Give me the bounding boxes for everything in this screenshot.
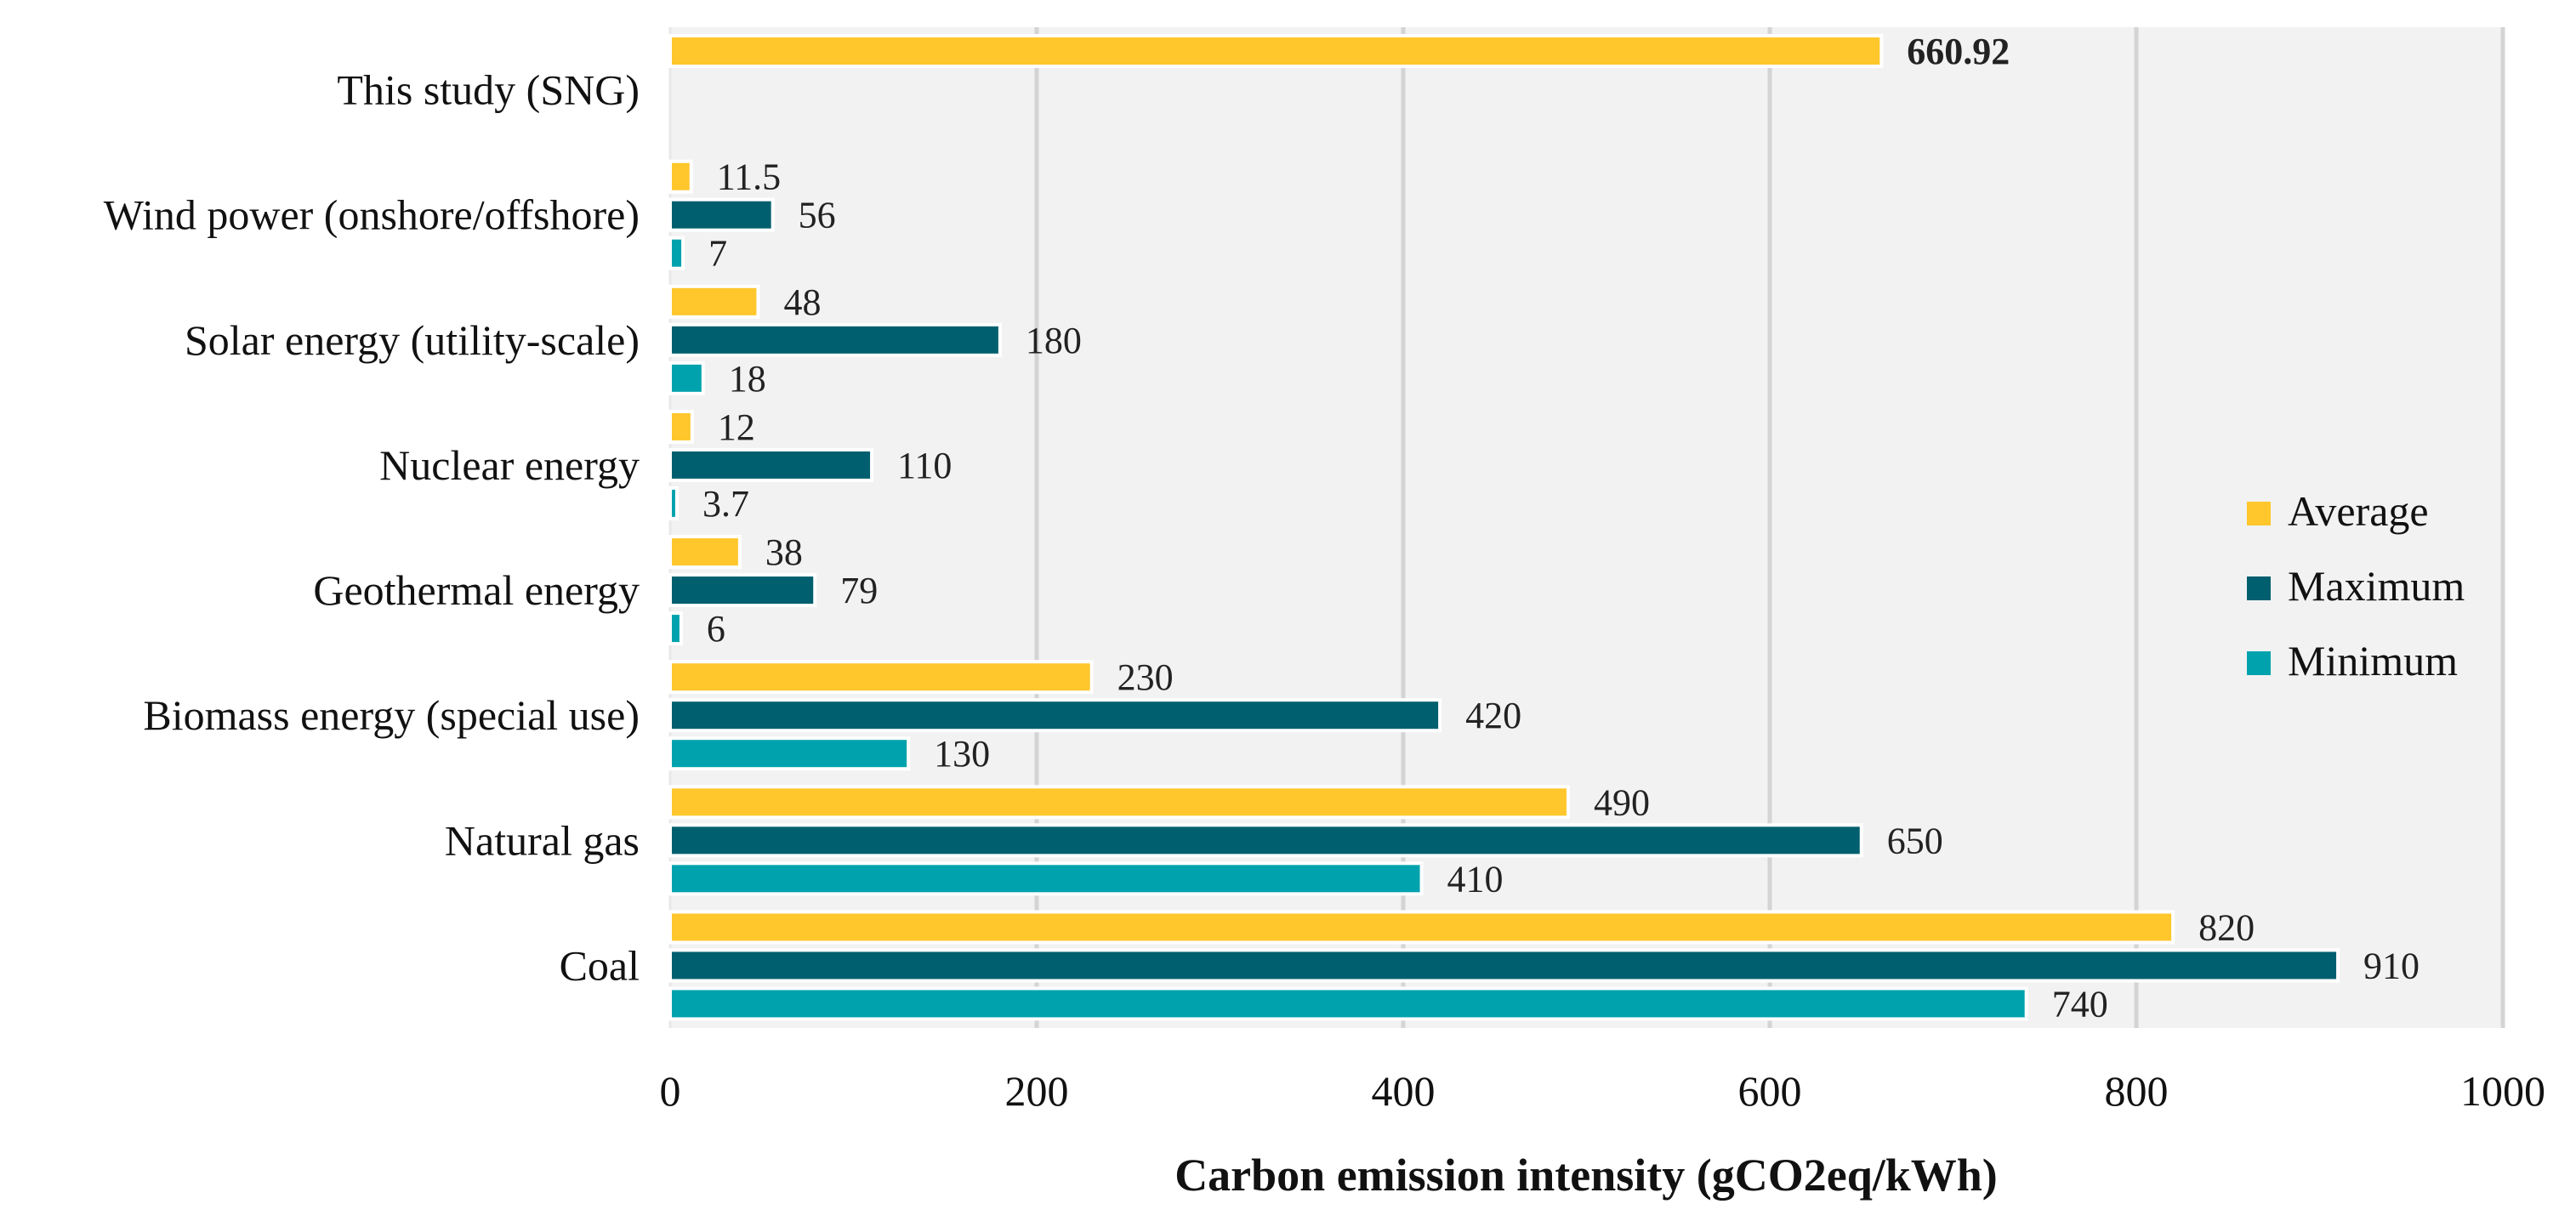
data-label-average: 660.92: [1907, 31, 2010, 72]
data-label-minimum: 18: [729, 358, 766, 400]
bar-maximum: [668, 823, 1863, 858]
bar-maximum: [668, 698, 1442, 733]
bar-average: [668, 159, 693, 194]
bar-minimum: [668, 611, 683, 646]
legend-swatch-average: [2247, 502, 2271, 525]
data-label-minimum: 130: [934, 733, 990, 775]
bar-average: [668, 785, 1570, 820]
bar-minimum: [668, 486, 679, 520]
data-label-maximum: 180: [1026, 320, 1082, 361]
data-label-average: 230: [1117, 656, 1174, 698]
data-label-minimum: 7: [708, 233, 727, 275]
bar-maximum: [668, 573, 817, 608]
legend-swatch-maximum: [2247, 576, 2271, 600]
category-label: Geothermal energy: [313, 566, 640, 614]
bar-average: [668, 34, 1884, 68]
data-label-maximum: 110: [897, 445, 952, 486]
legend-swatch-minimum: [2247, 651, 2271, 675]
bar-minimum: [668, 361, 705, 395]
data-label-maximum: 910: [2363, 945, 2420, 986]
x-tick-label: 400: [1372, 1067, 1436, 1115]
data-label-minimum: 6: [707, 608, 725, 650]
bar-minimum: [668, 861, 1424, 896]
category-label: Coal: [560, 941, 640, 989]
data-label-average: 490: [1594, 781, 1650, 823]
legend-label-minimum: Minimum: [2288, 637, 2458, 684]
bar-average: [668, 910, 2175, 945]
data-label-maximum: 420: [1465, 695, 1521, 736]
plot-area-background: [670, 27, 2503, 1028]
data-label-maximum: 79: [840, 570, 878, 611]
data-label-average: 11.5: [717, 156, 781, 198]
legend-label-average: Average: [2288, 487, 2429, 535]
x-tick-label: 0: [660, 1067, 681, 1115]
legend-label-maximum: Maximum: [2288, 562, 2465, 610]
bar-maximum: [668, 197, 775, 232]
bar-minimum: [668, 736, 911, 771]
category-label: Wind power (onshore/offshore): [104, 191, 640, 239]
bar-average: [668, 409, 694, 444]
x-tick-label: 200: [1005, 1067, 1069, 1115]
category-label: Solar energy (utility-scale): [185, 316, 640, 364]
data-label-maximum: 56: [799, 195, 836, 236]
bar-average: [668, 660, 1094, 695]
x-tick-label: 800: [2105, 1067, 2169, 1115]
category-label: Biomass energy (special use): [143, 691, 640, 739]
category-label: Natural gas: [445, 816, 640, 864]
x-tick-label: 1000: [2460, 1067, 2545, 1115]
data-label-average: 820: [2198, 906, 2255, 948]
bar-minimum: [668, 236, 685, 270]
data-label-minimum: 410: [1447, 858, 1504, 900]
category-label: This study (SNG): [337, 66, 640, 114]
bar-maximum: [668, 948, 2340, 983]
data-label-minimum: 740: [2052, 983, 2108, 1025]
data-label-minimum: 3.7: [702, 483, 749, 525]
data-label-average: 38: [765, 531, 803, 573]
bar-average: [668, 535, 742, 570]
legend: Average Maximum Minimum: [2247, 487, 2465, 684]
bar-average: [668, 284, 760, 319]
x-axis-title: Carbon emission intensity (gCO2eq/kWh): [1174, 1150, 1998, 1201]
data-label-average: 48: [783, 281, 821, 323]
category-label: Nuclear energy: [379, 441, 640, 489]
data-label-maximum: 650: [1887, 820, 1943, 861]
x-tick-label: 600: [1738, 1067, 1802, 1115]
data-label-average: 12: [718, 406, 755, 448]
bar-maximum: [668, 447, 874, 482]
bar-maximum: [668, 322, 1002, 357]
bar-minimum: [668, 986, 2028, 1021]
